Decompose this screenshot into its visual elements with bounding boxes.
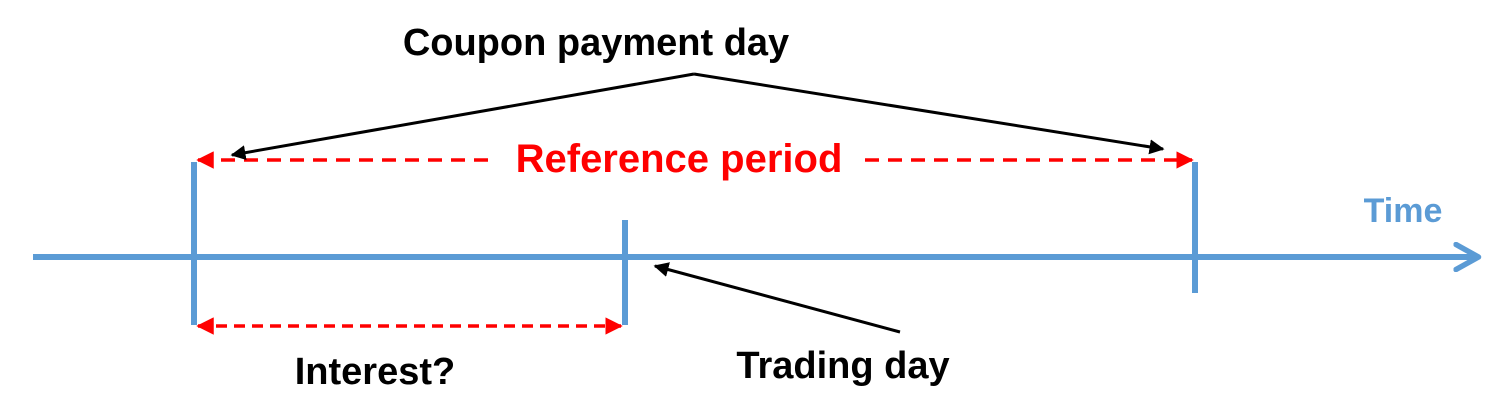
trading-day-arrow	[655, 266, 900, 332]
time-label: Time	[1364, 192, 1443, 230]
coupon-payment-day-label: Coupon payment day	[403, 22, 789, 64]
reference-period-label: Reference period	[516, 137, 843, 181]
interest-label: Interest?	[295, 351, 455, 393]
trading-day-label: Trading day	[736, 345, 949, 387]
